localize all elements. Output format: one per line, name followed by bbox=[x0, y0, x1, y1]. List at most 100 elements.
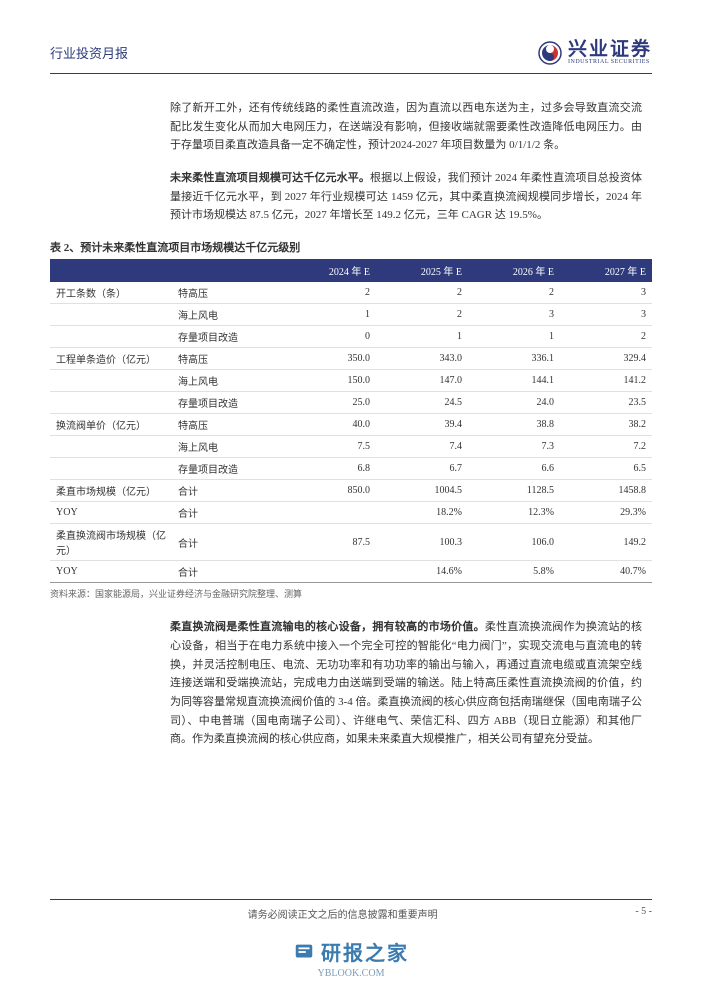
table-cell: 6.5 bbox=[560, 458, 652, 480]
table-cell: 100.3 bbox=[376, 524, 468, 561]
table-cell: 147.0 bbox=[376, 370, 468, 392]
table-cell: 14.6% bbox=[376, 561, 468, 583]
table-cell: 141.2 bbox=[560, 370, 652, 392]
document-header: 行业投资月报 兴业证券 INDUSTRIAL SECURITIES bbox=[50, 40, 652, 74]
table-cell: 87.5 bbox=[284, 524, 376, 561]
table-cell: 38.2 bbox=[560, 414, 652, 436]
table-header-cell: 2024 年 E bbox=[284, 259, 376, 282]
table-cell: 1458.8 bbox=[560, 480, 652, 502]
table-cell: 6.6 bbox=[468, 458, 560, 480]
table-cell: 149.2 bbox=[560, 524, 652, 561]
table-cell: 合计 bbox=[172, 524, 284, 561]
table-cell: 海上风电 bbox=[172, 370, 284, 392]
table-cell: 144.1 bbox=[468, 370, 560, 392]
table-row: 存量项目改造0112 bbox=[50, 326, 652, 348]
table-source: 资料来源：国家能源局，兴业证券经济与金融研究院整理、测算 bbox=[50, 587, 652, 600]
table-cell: 1128.5 bbox=[468, 480, 560, 502]
table-cell: 350.0 bbox=[284, 348, 376, 370]
table-cell: 343.0 bbox=[376, 348, 468, 370]
table-cell: 海上风电 bbox=[172, 304, 284, 326]
table-cell: 40.7% bbox=[560, 561, 652, 583]
table-cell: 特高压 bbox=[172, 414, 284, 436]
table-cell: 工程单条造价（亿元） bbox=[50, 348, 172, 370]
table-caption: 表 2、预计未来柔性直流项目市场规模达千亿元级别 bbox=[50, 239, 652, 255]
table-cell: 5.8% bbox=[468, 561, 560, 583]
table-cell: 2 bbox=[376, 282, 468, 304]
table-cell: 特高压 bbox=[172, 348, 284, 370]
table-row: 柔直市场规模（亿元）合计850.01004.51128.51458.8 bbox=[50, 480, 652, 502]
paragraph-1: 除了新开工外，还有传统线路的柔性直流改造，因为直流以西电东送为主，过多会导致直流… bbox=[170, 99, 642, 155]
table-header-cell bbox=[172, 259, 284, 282]
body-content-2: 柔直换流阀是柔性直流输电的核心设备，拥有较高的市场价值。柔性直流换流阀作为换流站… bbox=[170, 618, 642, 749]
forecast-table: 2024 年 E2025 年 E2026 年 E2027 年 E 开工条数（条）… bbox=[50, 259, 652, 583]
table-cell bbox=[50, 458, 172, 480]
table-cell: 存量项目改造 bbox=[172, 392, 284, 414]
watermark: 研报之家 YBLOOK.COM bbox=[0, 937, 702, 979]
table-cell: 合计 bbox=[172, 502, 284, 524]
table-cell bbox=[50, 392, 172, 414]
table-row: YOY合计 14.6%5.8%40.7% bbox=[50, 561, 652, 583]
table-row: 海上风电1233 bbox=[50, 304, 652, 326]
table-cell: 2 bbox=[560, 326, 652, 348]
table-cell: 3 bbox=[560, 282, 652, 304]
watermark-url: YBLOOK.COM bbox=[0, 968, 702, 979]
table-section: 表 2、预计未来柔性直流项目市场规模达千亿元级别 2024 年 E2025 年 … bbox=[50, 239, 652, 600]
table-cell: 7.4 bbox=[376, 436, 468, 458]
table-cell bbox=[284, 502, 376, 524]
table-cell: 1 bbox=[468, 326, 560, 348]
table-cell: 存量项目改造 bbox=[172, 326, 284, 348]
paragraph-3: 柔直换流阀是柔性直流输电的核心设备，拥有较高的市场价值。柔性直流换流阀作为换流站… bbox=[170, 618, 642, 749]
table-cell: 38.8 bbox=[468, 414, 560, 436]
table-cell: 3 bbox=[560, 304, 652, 326]
table-row: 海上风电150.0147.0144.1141.2 bbox=[50, 370, 652, 392]
table-cell: YOY bbox=[50, 502, 172, 524]
table-cell: 合计 bbox=[172, 480, 284, 502]
para3-rest: 柔性直流换流阀作为换流站的核心设备，相当于在电力系统中接入一个完全可控的智能化“… bbox=[170, 621, 642, 745]
table-cell: 柔直市场规模（亿元） bbox=[50, 480, 172, 502]
logo: 兴业证券 INDUSTRIAL SECURITIES bbox=[538, 40, 652, 65]
table-cell bbox=[284, 561, 376, 583]
table-cell: 存量项目改造 bbox=[172, 458, 284, 480]
table-header-cell: 2026 年 E bbox=[468, 259, 560, 282]
watermark-text: 研报之家 bbox=[321, 937, 409, 966]
table-header-cell: 2027 年 E bbox=[560, 259, 652, 282]
table-cell: 39.4 bbox=[376, 414, 468, 436]
logo-text-cn: 兴业证券 bbox=[568, 40, 652, 59]
table-cell: 336.1 bbox=[468, 348, 560, 370]
table-cell: 7.2 bbox=[560, 436, 652, 458]
table-cell: 40.0 bbox=[284, 414, 376, 436]
table-cell: 3 bbox=[468, 304, 560, 326]
table-cell: 12.3% bbox=[468, 502, 560, 524]
table-cell: 6.8 bbox=[284, 458, 376, 480]
table-cell bbox=[50, 370, 172, 392]
table-cell: 18.2% bbox=[376, 502, 468, 524]
logo-text-en: INDUSTRIAL SECURITIES bbox=[568, 59, 652, 65]
table-cell: 换流阀单价（亿元） bbox=[50, 414, 172, 436]
table-cell: 6.7 bbox=[376, 458, 468, 480]
table-cell: 24.0 bbox=[468, 392, 560, 414]
table-row: 柔直换流阀市场规模（亿元）合计87.5100.3106.0149.2 bbox=[50, 524, 652, 561]
table-cell: 2 bbox=[376, 304, 468, 326]
table-cell: 7.5 bbox=[284, 436, 376, 458]
table-row: 存量项目改造25.024.524.023.5 bbox=[50, 392, 652, 414]
table-cell bbox=[50, 304, 172, 326]
table-cell: YOY bbox=[50, 561, 172, 583]
para3-bold: 柔直换流阀是柔性直流输电的核心设备，拥有较高的市场价值。 bbox=[170, 621, 485, 633]
table-cell: 150.0 bbox=[284, 370, 376, 392]
table-cell: 1 bbox=[376, 326, 468, 348]
table-row: 换流阀单价（亿元）特高压40.039.438.838.2 bbox=[50, 414, 652, 436]
para2-bold: 未来柔性直流项目规模可达千亿元水平。 bbox=[170, 172, 370, 184]
table-cell: 1 bbox=[284, 304, 376, 326]
table-cell: 106.0 bbox=[468, 524, 560, 561]
table-cell: 海上风电 bbox=[172, 436, 284, 458]
page-footer: 请务必阅读正文之后的信息披露和重要声明 - 5 - bbox=[50, 899, 652, 921]
page-number: - 5 - bbox=[635, 906, 652, 921]
table-cell: 开工条数（条） bbox=[50, 282, 172, 304]
table-cell: 2 bbox=[284, 282, 376, 304]
paragraph-2: 未来柔性直流项目规模可达千亿元水平。根据以上假设，我们预计 2024 年柔性直流… bbox=[170, 169, 642, 225]
table-cell: 0 bbox=[284, 326, 376, 348]
table-cell: 24.5 bbox=[376, 392, 468, 414]
body-content: 除了新开工外，还有传统线路的柔性直流改造，因为直流以西电东送为主，过多会导致直流… bbox=[170, 99, 642, 225]
table-cell: 2 bbox=[468, 282, 560, 304]
table-cell: 合计 bbox=[172, 561, 284, 583]
